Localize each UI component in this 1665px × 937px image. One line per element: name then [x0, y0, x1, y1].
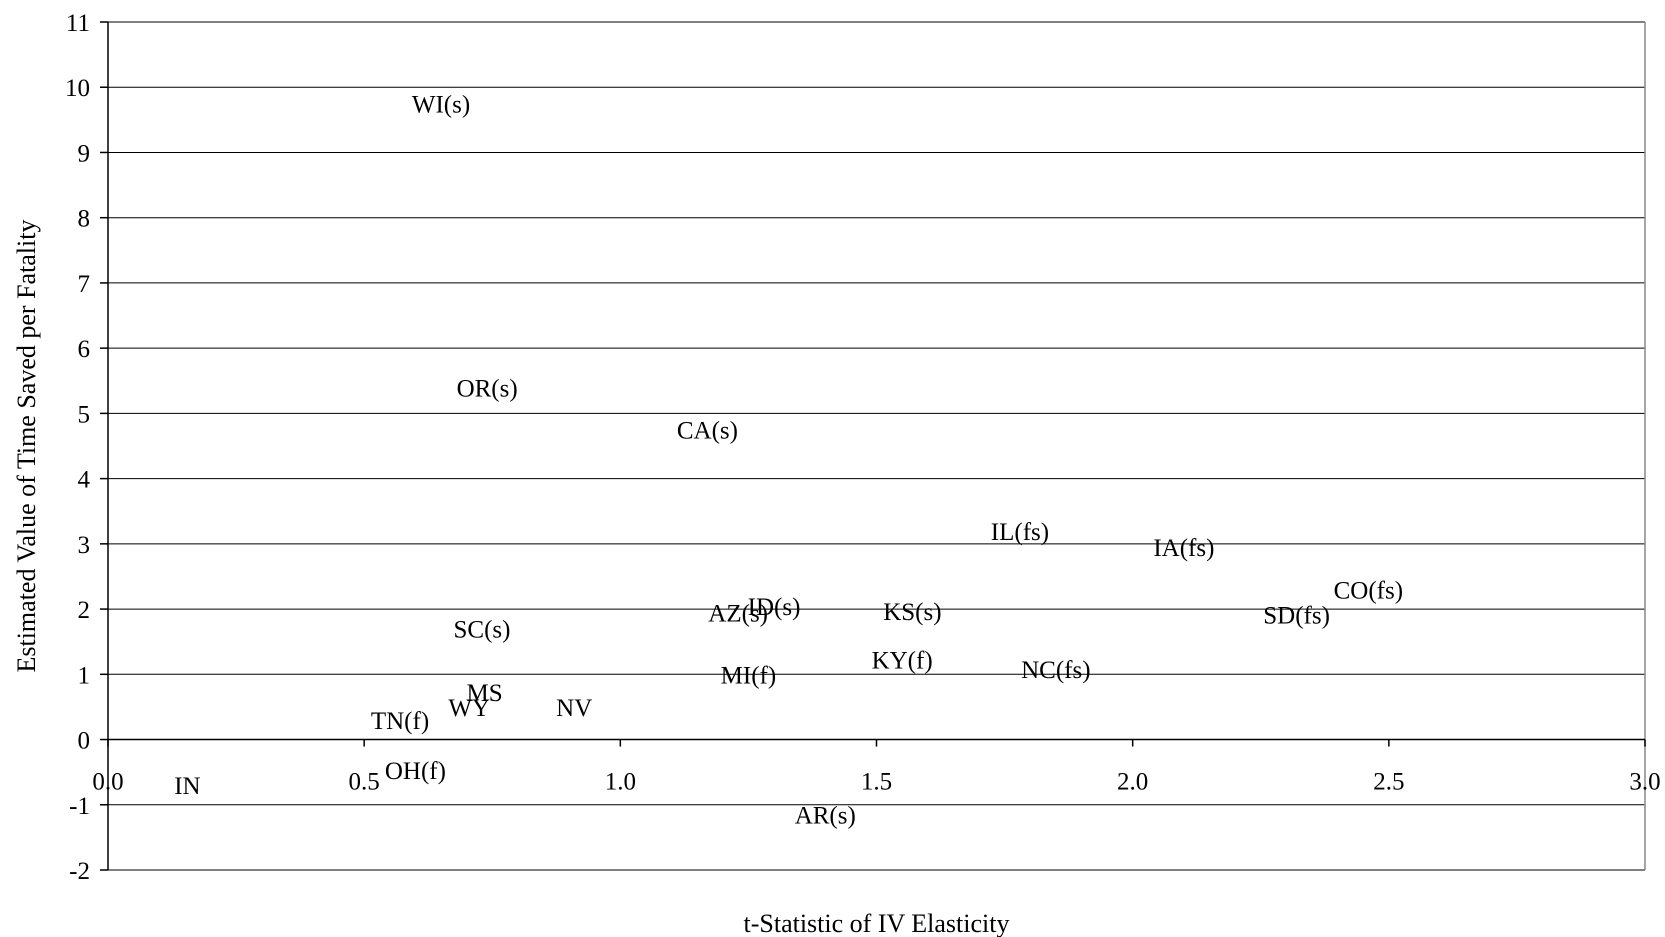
x-tick-label: 1.5	[861, 769, 892, 796]
data-point-label: TN(f)	[371, 708, 429, 735]
y-tick-label: 2	[78, 597, 91, 624]
y-tick-label: 5	[78, 401, 91, 428]
x-tick-label: 1.0	[605, 769, 636, 796]
y-tick-label: 6	[78, 336, 91, 363]
data-point-label: SC(s)	[454, 617, 511, 644]
data-point-label: ID(s)	[748, 594, 801, 621]
data-point-label: CA(s)	[677, 418, 738, 445]
y-tick-label: -2	[69, 858, 90, 885]
y-tick-label: 0	[78, 728, 91, 755]
x-axis-title: t-Statistic of IV Elasticity	[744, 909, 1010, 937]
y-tick-label: 7	[78, 271, 91, 298]
gridlines	[108, 21, 1645, 871]
data-point-label: AZ(s)	[708, 600, 768, 627]
point-labels: WI(s) OR(s) CA(s) IL(fs) IA(fs) CO(fs)SD(fs) I…	[174, 92, 1403, 830]
data-point-label: WY	[448, 695, 490, 722]
y-tick-label: 8	[78, 206, 91, 233]
data-point-label: CO(fs)	[1334, 578, 1403, 605]
y-tick-label: -1	[69, 793, 90, 820]
data-point-label: KY(f)	[872, 647, 933, 674]
data-point-label: NC(fs)	[1021, 657, 1090, 684]
x-tick-label: 2.5	[1373, 769, 1404, 796]
y-tick-label: 3	[78, 532, 91, 559]
y-axis-title: Estimated Value of Time Saved per Fatali…	[12, 219, 41, 672]
x-tick-label: 3.0	[1629, 769, 1660, 796]
data-point-label: IL(fs)	[991, 519, 1049, 546]
data-point-label: IA(fs)	[1153, 535, 1214, 562]
y-tick-label: 11	[66, 10, 90, 37]
data-point-label: NV	[556, 695, 592, 722]
data-point-label: OR(s)	[457, 375, 518, 402]
data-point-label: SD(fs)	[1263, 602, 1330, 629]
data-point-label: WI(s)	[412, 92, 470, 119]
x-tick-labels: 0.0 0.5 1.0 1.5 2.0 2.5 3.0	[92, 769, 1660, 796]
y-tick-label: 10	[65, 75, 90, 102]
y-tick-label: 9	[78, 140, 91, 167]
x-tick-label: 2.0	[1117, 769, 1148, 796]
data-point-label: MS	[466, 680, 502, 707]
x-tick-label: 0.0	[92, 769, 123, 796]
y-tick-label: 1	[78, 662, 91, 689]
data-point-label: KS(s)	[883, 599, 941, 626]
tick-marks	[100, 21, 1646, 871]
data-point-label: MI(f)	[721, 662, 777, 689]
data-point-label: OH(f)	[385, 758, 446, 785]
y-tick-label: 4	[78, 467, 91, 494]
data-point-label: IN	[174, 773, 200, 800]
data-point-label: AR(s)	[795, 803, 856, 830]
x-tick-label: 0.5	[349, 769, 380, 796]
